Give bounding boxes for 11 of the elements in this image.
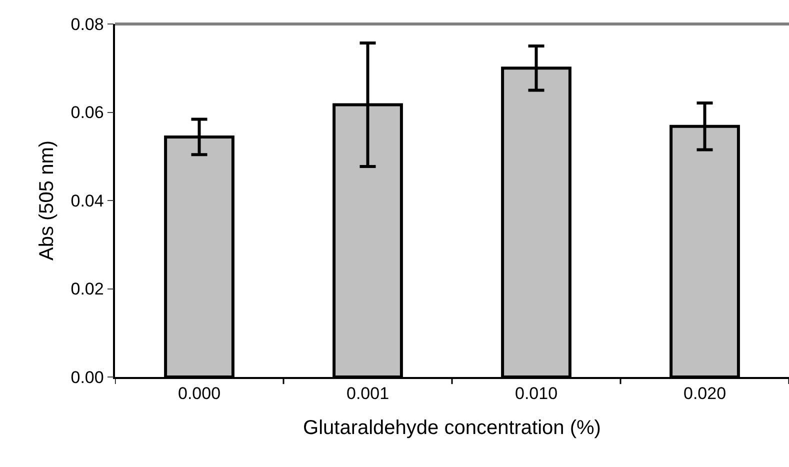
y-tick-label: 0.08 <box>70 14 104 34</box>
x-tick-label: 0.020 <box>683 384 726 404</box>
x-axis-title: Glutaraldehyde concentration (%) <box>303 417 601 440</box>
y-tick-label: 0.02 <box>70 280 104 299</box>
y-tick-label: 0.06 <box>70 103 104 122</box>
y-tick-label: 0.04 <box>70 191 104 210</box>
x-tick-label: 0.010 <box>514 384 558 404</box>
x-tick-label: 0.000 <box>178 384 221 404</box>
y-axis-title: Abs (505 nm) <box>36 140 58 261</box>
y-tick-label: 0.00 <box>70 368 104 387</box>
x-tick-label: 0.001 <box>346 384 390 404</box>
